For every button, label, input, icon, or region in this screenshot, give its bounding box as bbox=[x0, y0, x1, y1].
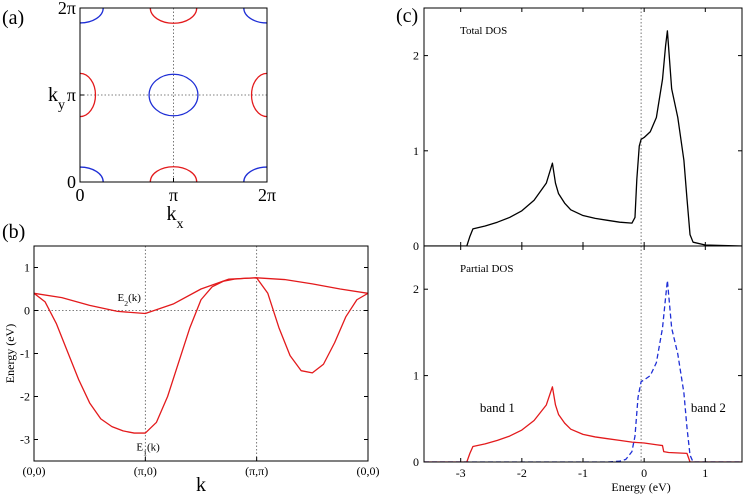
panel-a-plot: 0 π 2π 0 π 2π kx ky bbox=[48, 0, 276, 232]
series-annotation: E1(k) bbox=[136, 441, 160, 457]
series-line-1 bbox=[34, 277, 368, 315]
series-annotation: band 1 bbox=[480, 400, 515, 415]
x-tick-label: (0,0) bbox=[357, 464, 380, 478]
y-tick-label: 0 bbox=[24, 304, 30, 318]
x-tick-label: π bbox=[169, 185, 178, 205]
panel-a-fermi-surface: (a) 0 π 2π 0 π 2π kx ky bbox=[2, 0, 276, 232]
contour-blue bbox=[148, 73, 199, 117]
y-tick-label: 0 bbox=[413, 455, 419, 469]
dos-line-1 bbox=[424, 386, 742, 462]
panel-c-partial-dos-plot: 0 1 2 -3 -2 -1 0 1 Energy (eV) Partial DOS band 1 b… bbox=[413, 245, 743, 494]
subplot-title: Total DOS bbox=[460, 25, 507, 37]
y-tick-label: -2 bbox=[20, 390, 30, 404]
series-annotation: E2(k) bbox=[118, 292, 142, 308]
y-tick-label: -1 bbox=[20, 347, 30, 361]
dos-line-1 bbox=[424, 30, 742, 246]
dos-layer bbox=[424, 246, 742, 462]
x-tick-label: (π,0) bbox=[134, 464, 157, 478]
contour-layer bbox=[80, 8, 267, 182]
y-tick-label: 0 bbox=[413, 239, 419, 253]
x-tick-label: 1 bbox=[702, 466, 708, 480]
x-axis-label: k bbox=[196, 474, 206, 495]
y-tick-label: 1 bbox=[24, 261, 30, 275]
y-tick-label: 1 bbox=[413, 369, 419, 383]
plot-frame bbox=[33, 245, 369, 462]
panel-c-total-dos-plot: 0 1 2 Total DOS bbox=[413, 7, 743, 253]
x-tick-label: -3 bbox=[456, 466, 466, 480]
panel-b-label: (b) bbox=[2, 221, 25, 243]
band-layer bbox=[34, 246, 368, 461]
panel-b-band-structure: (b) (0,0) (π,0) (π,π) (0,0) -3 -2 -1 0 1 Energy (… bbox=[2, 221, 380, 495]
x-tick-label: (0,0) bbox=[23, 464, 46, 478]
dos-line-2 bbox=[424, 279, 742, 462]
x-axis-label: Energy (eV) bbox=[611, 480, 670, 494]
y-tick-label: π bbox=[67, 85, 76, 105]
x-tick-label: 2π bbox=[258, 185, 276, 205]
y-axis-label: ky bbox=[48, 84, 65, 113]
x-tick-label: -1 bbox=[578, 466, 588, 480]
x-tick-label: 0 bbox=[76, 185, 85, 205]
panel-a-label: (a) bbox=[2, 7, 24, 29]
x-axis-label: kx bbox=[167, 203, 184, 232]
panel-c-label: (c) bbox=[396, 5, 418, 27]
contour-red bbox=[149, 8, 198, 24]
y-tick-label: 0 bbox=[67, 172, 76, 192]
x-tick-label: (π,π) bbox=[245, 464, 268, 478]
y-tick-label: -3 bbox=[20, 433, 30, 447]
x-tick-label: 0 bbox=[641, 466, 647, 480]
series-annotation: band 2 bbox=[691, 400, 726, 415]
series-line-2 bbox=[34, 277, 368, 434]
y-tick-label: 2 bbox=[413, 282, 419, 296]
y-axis-label: Energy (eV) bbox=[3, 324, 17, 383]
x-tick-label: -2 bbox=[517, 466, 527, 480]
dos-layer bbox=[424, 8, 742, 246]
panel-c-dos: (c) 0 1 2 Total DOS 0 1 2 -3 -2 -1 0 1 Energy (eV) P… bbox=[396, 5, 743, 494]
panel-b-plot: (0,0) (π,0) (π,π) (0,0) -3 -2 -1 0 1 Energy (eV) k… bbox=[3, 245, 380, 495]
plot-frame bbox=[423, 7, 743, 247]
y-tick-label: 2 bbox=[413, 49, 419, 63]
plot-frame bbox=[423, 245, 743, 463]
subplot-title: Partial DOS bbox=[460, 263, 513, 275]
y-tick-label: 1 bbox=[413, 144, 419, 158]
y-tick-label: 2π bbox=[58, 0, 76, 18]
